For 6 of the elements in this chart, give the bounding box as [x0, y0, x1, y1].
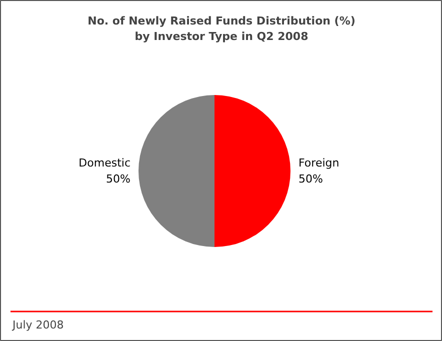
data-label: 50% — [298, 172, 323, 186]
slice-label: Foreign — [298, 156, 340, 170]
chart-title: No. of Newly Raised Funds Distribution (%) by Investor Type in Q2 2008 — [88, 14, 356, 44]
text: July 2008 — [12, 318, 64, 332]
slice-label: Domestic — [78, 156, 131, 170]
data-label: 50% — [106, 172, 131, 186]
